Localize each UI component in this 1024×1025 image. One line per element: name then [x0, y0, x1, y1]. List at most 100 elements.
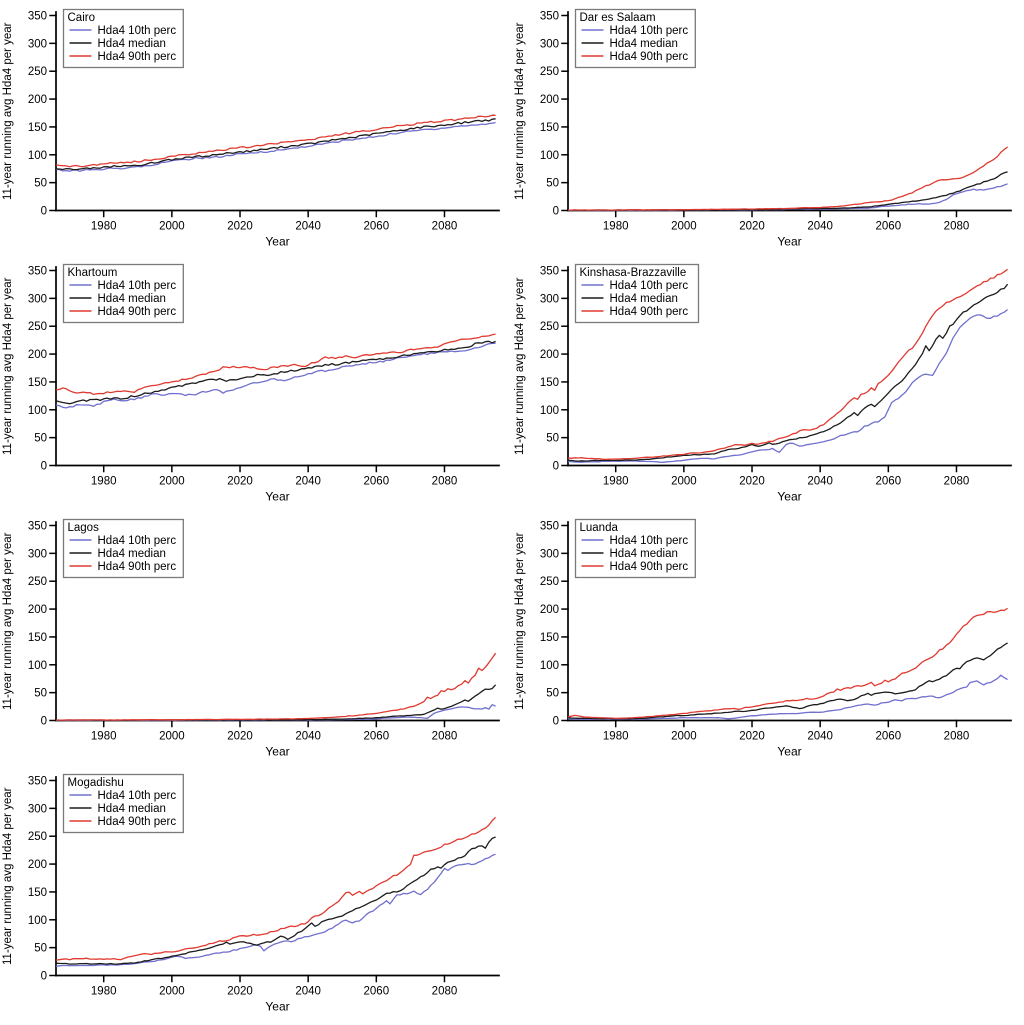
x-tick-label: 2060: [364, 731, 390, 743]
chart-canvas-luanda: 0 50 100 150 200 250 300 350 1980 2000 2020 2040 206…: [514, 518, 1012, 759]
chart-dar-es-salaam: 0 50 100 150 200 250 300 350 1980 2000 2020 2040 206…: [512, 0, 1024, 255]
y-tick-label: 50: [34, 178, 47, 190]
y-tick-label: 100: [540, 405, 559, 417]
y-tick-label: 300: [28, 293, 47, 305]
x-tick-label: 2080: [432, 986, 458, 998]
x-tick-label: 2000: [159, 731, 185, 743]
series-line-kinshasa-brazzaville-1: [567, 283, 1009, 462]
x-axis-label: Year: [265, 1000, 289, 1014]
y-tick-label: 300: [540, 38, 559, 50]
y-tick-label: 0: [553, 461, 559, 473]
y-tick-label: 350: [540, 521, 559, 533]
legend-label: Hda4 median: [98, 38, 166, 50]
series-line-dar-es-salaam-0: [568, 183, 1008, 212]
series-line-luanda-0: [567, 674, 1008, 721]
y-tick-label: 150: [28, 122, 47, 134]
x-tick-label: 2040: [807, 731, 833, 743]
x-axis-label: Year: [777, 235, 801, 249]
x-tick-label: 1980: [603, 476, 629, 488]
y-tick-label: 350: [28, 521, 47, 533]
series-line-kinshasa-brazzaville-0: [568, 309, 1008, 463]
y-axis-label: 11-year running avg Hda4 per year: [514, 22, 526, 200]
legend-label: Hda4 90th perc: [610, 51, 689, 63]
y-tick-label: 250: [28, 831, 47, 843]
y-tick-label: 50: [34, 433, 47, 445]
x-tick-label: 1980: [91, 221, 117, 233]
x-tick-label: 1980: [91, 986, 117, 998]
series-line-cairo-0: [55, 121, 496, 172]
legend-title: Dar es Salaam: [580, 12, 656, 24]
chart-mogadishu: 0 50 100 150 200 250 300 350 1980 2000 2020 2040 206…: [0, 765, 512, 1020]
x-tick-label: 2000: [671, 221, 697, 233]
x-tick-label: 2020: [227, 986, 253, 998]
y-tick-label: 150: [540, 122, 559, 134]
axes: [561, 521, 1012, 728]
y-tick-label: 50: [34, 943, 47, 955]
x-tick-label: 2060: [876, 221, 902, 233]
legend-label: Hda4 90th perc: [98, 816, 177, 828]
series-line-lagos-2: [55, 652, 497, 721]
y-tick-label: 300: [540, 293, 559, 305]
chart-canvas-kinshasa-brazzaville: 0 50 100 150 200 250 300 350 1980 2000 2020 2040 206…: [514, 263, 1012, 504]
y-axis-label: 11-year running avg Hda4 per year: [2, 532, 14, 710]
x-tick-label: 2060: [364, 986, 390, 998]
series-line-dar-es-salaam-1: [568, 171, 1008, 211]
series-line-luanda-2: [567, 607, 1008, 720]
legend-label: Hda4 10th perc: [610, 25, 689, 37]
y-axis-label: 11-year running avg Hda4 per year: [514, 277, 526, 455]
series-line-khartoum-1: [55, 340, 496, 405]
x-tick-label: 2020: [227, 221, 253, 233]
legend-label: Hda4 median: [98, 293, 166, 305]
series-line-dar-es-salaam-2: [568, 146, 1008, 211]
y-tick-label: 0: [553, 716, 559, 728]
x-tick-label: 2060: [364, 221, 390, 233]
y-tick-label: 0: [41, 971, 47, 983]
x-tick-label: 2000: [159, 476, 185, 488]
y-tick-label: 50: [34, 688, 47, 700]
legend-title: Cairo: [68, 12, 95, 24]
x-tick-label: 2000: [671, 731, 697, 743]
series-line-khartoum-0: [55, 342, 496, 409]
y-tick-label: 250: [28, 321, 47, 333]
axes: [49, 266, 500, 473]
legend-label: Hda4 10th perc: [98, 790, 177, 802]
series-line-mogadishu-2: [55, 816, 497, 961]
y-tick-label: 350: [28, 266, 47, 278]
y-tick-label: 350: [28, 776, 47, 788]
x-tick-label: 2060: [876, 476, 902, 488]
legend-label: Hda4 median: [98, 548, 166, 560]
legend-label: Hda4 90th perc: [98, 306, 177, 318]
x-tick-label: 2080: [944, 731, 970, 743]
chart-canvas-lagos: 0 50 100 150 200 250 300 350 1980 2000 2020 2040 206…: [2, 518, 500, 759]
axes: [49, 11, 500, 218]
chart-canvas-khartoum: 0 50 100 150 200 250 300 350 1980 2000 2020 2040 206…: [2, 263, 500, 504]
legend-label: Hda4 median: [610, 293, 678, 305]
y-tick-label: 0: [553, 206, 559, 218]
y-tick-label: 200: [540, 349, 559, 361]
y-tick-label: 200: [540, 94, 559, 106]
chart-cairo: 0 50 100 150 200 250 300 350 1980 2000 2020 2040 206…: [0, 0, 512, 255]
x-tick-label: 2040: [807, 221, 833, 233]
x-tick-label: 2020: [739, 221, 765, 233]
y-tick-label: 100: [28, 660, 47, 672]
legend-title: Mogadishu: [68, 777, 124, 789]
legend-title: Kinshasa-Brazzaville: [580, 267, 687, 279]
legend-label: Hda4 10th perc: [98, 280, 177, 292]
x-tick-label: 2000: [671, 476, 697, 488]
x-tick-label: 2000: [159, 221, 185, 233]
y-tick-label: 50: [546, 433, 559, 445]
y-tick-label: 100: [28, 150, 47, 162]
x-tick-label: 2060: [364, 476, 390, 488]
chart-canvas-cairo: 0 50 100 150 200 250 300 350 1980 2000 2020 2040 206…: [2, 8, 500, 249]
y-tick-label: 0: [41, 716, 47, 728]
legend-label: Hda4 90th perc: [610, 561, 689, 573]
x-tick-label: 2020: [739, 476, 765, 488]
y-tick-label: 0: [41, 461, 47, 473]
y-tick-label: 250: [28, 66, 47, 78]
y-tick-label: 300: [28, 548, 47, 560]
